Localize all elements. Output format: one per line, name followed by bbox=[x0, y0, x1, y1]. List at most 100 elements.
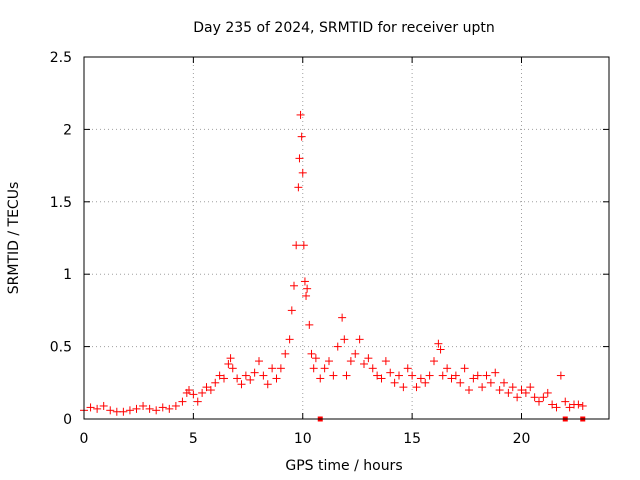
data-point bbox=[193, 397, 202, 406]
x-tick-label: 5 bbox=[189, 431, 198, 447]
data-point bbox=[561, 397, 570, 406]
data-point bbox=[224, 359, 233, 368]
x-tick-label: 20 bbox=[513, 431, 531, 447]
data-point bbox=[311, 354, 320, 363]
y-tick-label: 2.5 bbox=[50, 50, 72, 66]
data-point bbox=[316, 374, 325, 383]
data-point bbox=[296, 110, 305, 119]
data-point bbox=[237, 380, 246, 389]
data-point bbox=[295, 154, 304, 163]
data-point bbox=[473, 371, 482, 380]
data-point bbox=[211, 378, 220, 387]
data-point bbox=[478, 383, 487, 392]
data-point bbox=[513, 393, 522, 402]
data-point bbox=[297, 132, 306, 141]
data-point bbox=[504, 388, 513, 397]
data-point bbox=[434, 339, 443, 348]
data-point bbox=[578, 401, 587, 410]
chart-title: Day 235 of 2024, SRMTID for receiver upt… bbox=[193, 20, 495, 36]
data-point bbox=[539, 393, 548, 402]
data-point bbox=[395, 371, 403, 380]
y-axis-label: SRMTID / TECUs bbox=[6, 182, 22, 295]
y-tick-label: 0.5 bbox=[50, 340, 72, 356]
data-points bbox=[80, 110, 587, 422]
data-point bbox=[340, 335, 349, 344]
data-point bbox=[206, 386, 215, 395]
data-point bbox=[338, 313, 347, 322]
data-point bbox=[250, 368, 259, 377]
data-point bbox=[556, 371, 565, 380]
data-point bbox=[548, 400, 557, 409]
data-point bbox=[500, 378, 508, 387]
data-point bbox=[299, 241, 308, 250]
data-point bbox=[119, 407, 128, 416]
data-point bbox=[202, 383, 211, 392]
data-point bbox=[171, 401, 180, 410]
data-point bbox=[517, 386, 526, 395]
x-axis-label: GPS time / hours bbox=[285, 458, 402, 474]
data-point bbox=[246, 375, 255, 384]
data-point bbox=[320, 364, 329, 373]
data-point bbox=[381, 357, 390, 366]
data-point bbox=[368, 364, 377, 373]
data-point bbox=[425, 371, 434, 380]
data-point bbox=[386, 368, 395, 377]
data-point bbox=[436, 345, 445, 354]
data-point bbox=[443, 364, 452, 373]
data-point bbox=[377, 374, 386, 383]
data-point bbox=[281, 349, 290, 358]
data-point bbox=[408, 371, 417, 380]
data-point bbox=[460, 364, 469, 373]
data-point bbox=[574, 400, 583, 409]
plot-frame bbox=[83, 56, 610, 420]
data-point bbox=[390, 378, 399, 387]
data-point bbox=[259, 371, 268, 380]
x-axis: 0 5 10 15 20 bbox=[80, 57, 531, 447]
data-point bbox=[300, 277, 309, 286]
data-point bbox=[430, 357, 438, 366]
data-point bbox=[465, 386, 473, 395]
data-point bbox=[145, 404, 154, 413]
data-point bbox=[469, 374, 478, 383]
data-point bbox=[272, 374, 281, 383]
data-point bbox=[298, 168, 307, 177]
data-point bbox=[491, 368, 500, 377]
data-point bbox=[355, 335, 364, 344]
grid bbox=[84, 57, 609, 419]
data-point bbox=[495, 386, 504, 395]
data-point bbox=[152, 406, 161, 415]
data-point bbox=[165, 404, 174, 413]
data-point bbox=[305, 320, 314, 329]
data-point bbox=[552, 403, 561, 412]
y-tick-label: 2 bbox=[63, 122, 72, 138]
data-point bbox=[565, 403, 574, 412]
data-point bbox=[535, 397, 543, 406]
data-point bbox=[86, 403, 95, 412]
data-point bbox=[416, 374, 425, 383]
data-point bbox=[276, 364, 285, 373]
data-point bbox=[373, 371, 382, 380]
data-point bbox=[132, 404, 141, 413]
data-point bbox=[325, 357, 333, 366]
data-point bbox=[482, 371, 491, 380]
data-point bbox=[456, 378, 465, 387]
data-point bbox=[294, 183, 303, 192]
y-tick-label: 1.5 bbox=[50, 195, 72, 211]
x-tick-label: 15 bbox=[403, 431, 421, 447]
data-point bbox=[287, 306, 296, 315]
data-point bbox=[342, 371, 351, 380]
data-point bbox=[447, 374, 456, 383]
data-point bbox=[521, 388, 530, 397]
data-point bbox=[228, 364, 237, 373]
data-point bbox=[93, 404, 102, 413]
data-point bbox=[329, 371, 338, 380]
data-point bbox=[526, 383, 535, 392]
data-point bbox=[360, 359, 368, 368]
data-point bbox=[255, 357, 263, 366]
data-point bbox=[292, 241, 301, 250]
data-point bbox=[508, 383, 517, 392]
data-point bbox=[263, 380, 272, 389]
data-point bbox=[486, 378, 495, 387]
data-point bbox=[241, 371, 250, 380]
